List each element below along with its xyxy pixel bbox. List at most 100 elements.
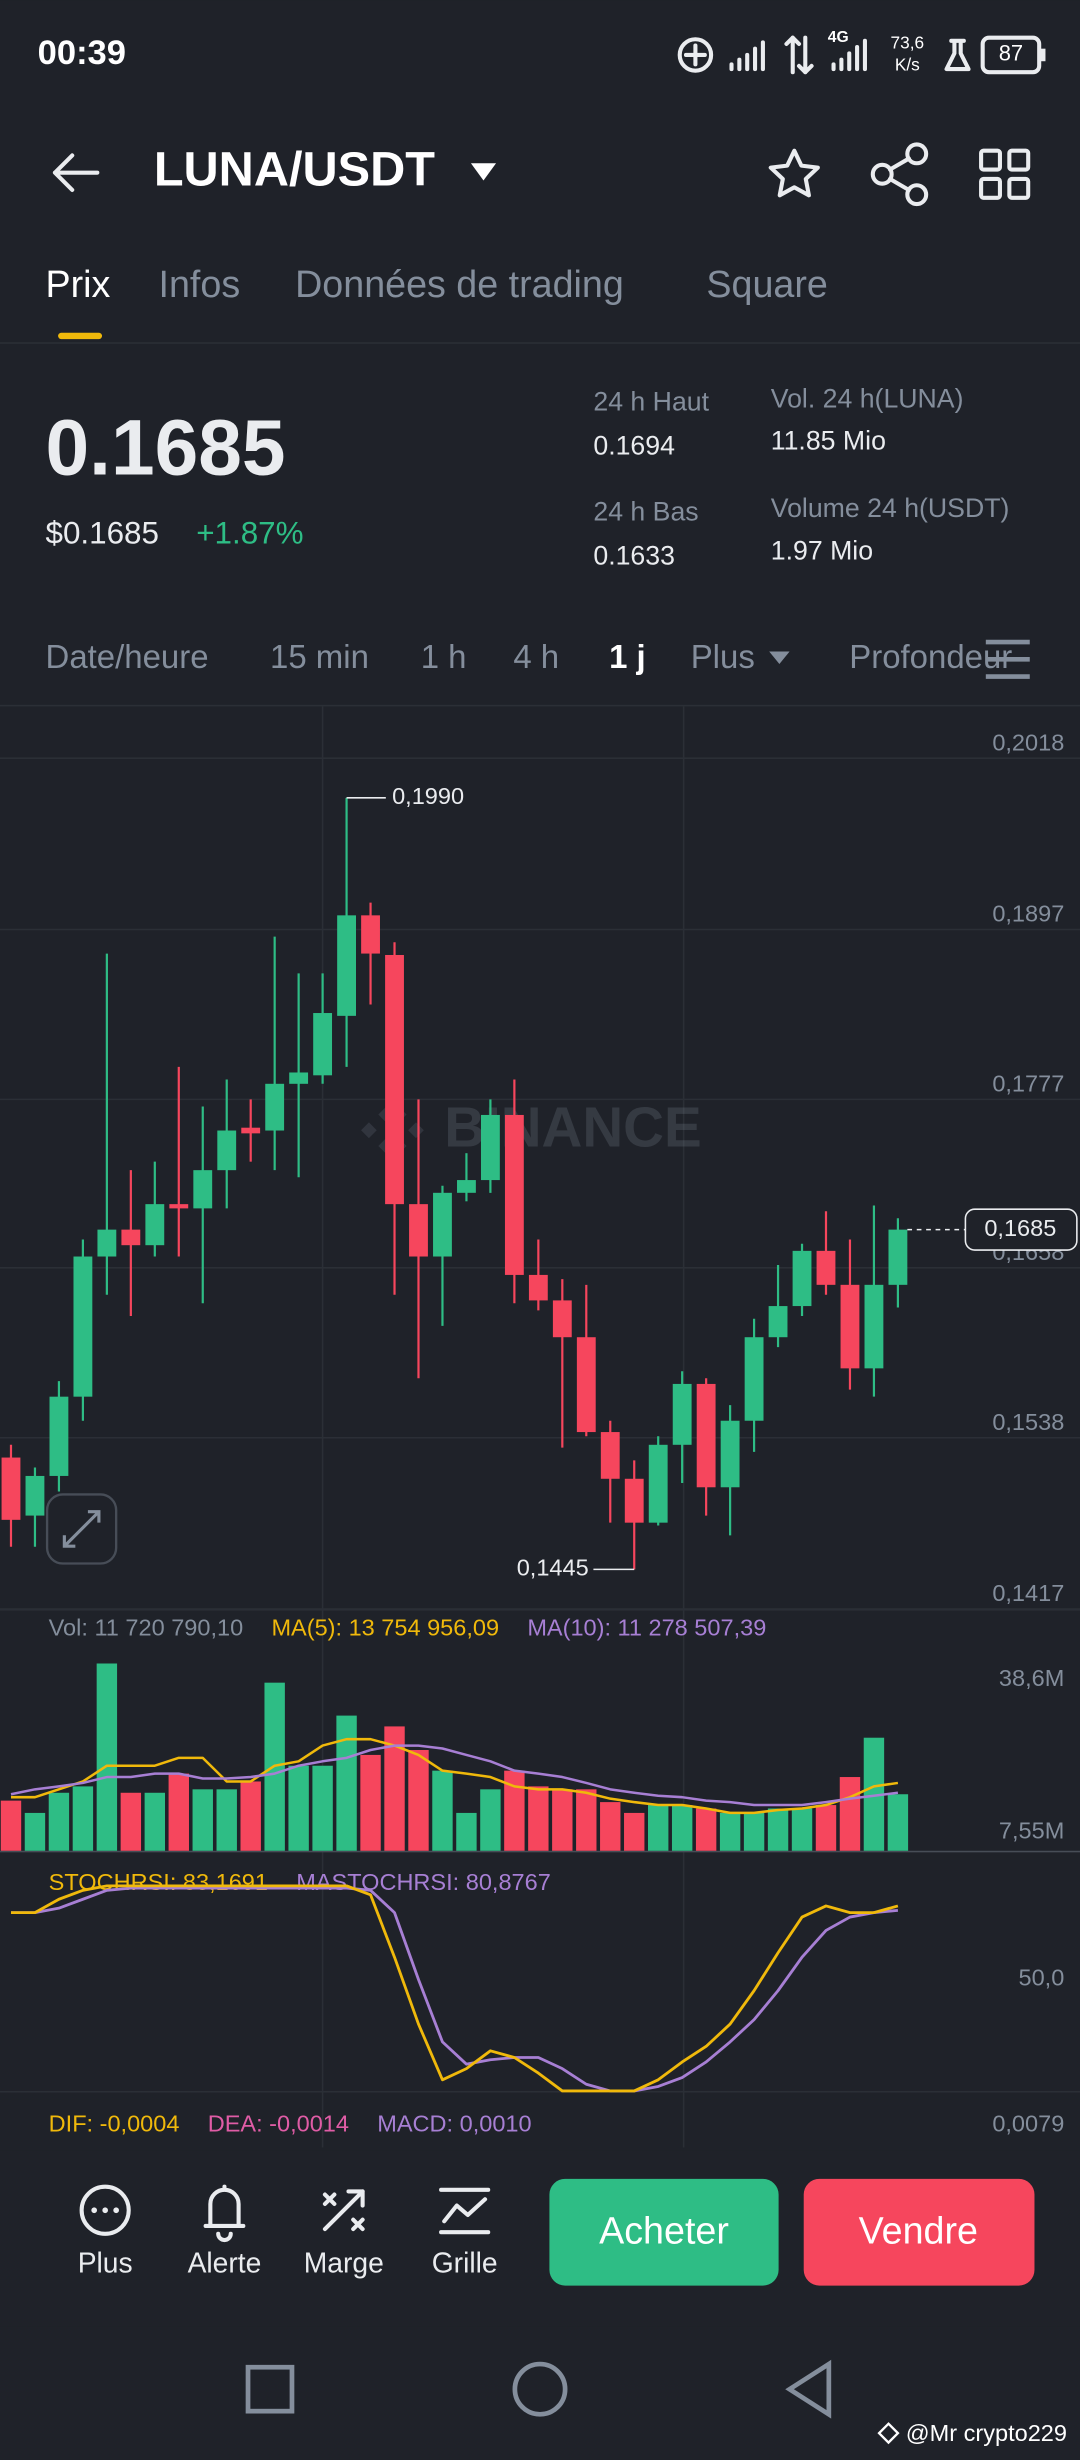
volume-bar <box>456 1812 477 1851</box>
volume-bar <box>719 1812 741 1851</box>
timeframe[interactable]: 15 min <box>270 638 369 675</box>
candle-body <box>696 1383 716 1488</box>
volume-bar <box>312 1765 333 1851</box>
margin-button[interactable] <box>322 2189 365 2232</box>
y-tick-label: 0,2018 <box>992 729 1064 755</box>
stat-value: 0.1633 <box>593 540 675 570</box>
candle-body <box>49 1396 69 1476</box>
alert-button[interactable] <box>203 2184 246 2243</box>
volume-bar <box>767 1808 789 1851</box>
share-button[interactable] <box>870 142 929 207</box>
charts: 0,20180,18970,17770,16580,15380,14170,19… <box>0 729 1080 2137</box>
volume-bar <box>432 1770 453 1851</box>
volume-bar <box>576 1789 597 1851</box>
action-label[interactable]: Alerte <box>188 2247 262 2279</box>
candle-body <box>97 1229 117 1257</box>
volume-bar <box>192 1789 213 1851</box>
candle-body <box>169 1204 189 1209</box>
indicator-settings[interactable] <box>985 639 1030 679</box>
candle-body <box>624 1478 644 1523</box>
buy-button[interactable] <box>549 2178 779 2286</box>
candle-body <box>816 1250 836 1285</box>
candle-body <box>241 1127 261 1134</box>
volume-bar <box>72 1786 94 1851</box>
low-label: 0,1445 <box>517 1555 589 1581</box>
volume-bar <box>791 1808 813 1851</box>
last-price-label: 0,1685 <box>984 1215 1056 1241</box>
last-price-tag <box>964 1208 1078 1251</box>
indicator-label: MA(5): 13 754 956,09 <box>271 1615 499 1641</box>
tab[interactable]: Square <box>706 263 827 305</box>
candle-body <box>864 1284 884 1369</box>
nav-back[interactable] <box>785 2359 832 2419</box>
action-label[interactable]: Plus <box>78 2247 133 2279</box>
candle-body <box>25 1475 45 1516</box>
indicator-line <box>10 1886 899 2093</box>
layout-button[interactable] <box>979 148 1031 200</box>
timeframe-active[interactable]: 1 j <box>609 638 646 675</box>
nav-home[interactable] <box>512 2361 568 2417</box>
timeframe[interactable]: 4 h <box>513 638 559 675</box>
action-label[interactable]: Marge <box>304 2247 384 2279</box>
depth-tab[interactable]: Profondeur <box>849 638 1012 675</box>
volume-bar <box>863 1737 885 1851</box>
candle-body <box>744 1337 764 1421</box>
volume-bar <box>96 1663 118 1851</box>
pair-title[interactable]: LUNA/USDT <box>154 143 435 197</box>
indicator-label: Vol: 11 720 790,10 <box>49 1615 244 1641</box>
y-tick-label: 0,1897 <box>992 901 1064 927</box>
stat-label: Volume 24 h(USDT) <box>771 493 1010 523</box>
tab-indicator <box>58 332 103 340</box>
candle-body <box>792 1250 812 1307</box>
network-type: 4G <box>828 29 849 46</box>
stat-value: 11.85 Mio <box>771 426 886 456</box>
candle-body <box>265 1083 285 1131</box>
candle-body <box>888 1229 908 1285</box>
tab[interactable]: Données de trading <box>295 263 624 305</box>
action-label[interactable]: Grille <box>432 2247 498 2279</box>
candle-body <box>552 1300 572 1338</box>
tab[interactable]: Prix <box>46 263 111 305</box>
volume-bar <box>552 1789 573 1851</box>
timeframe[interactable]: 1 h <box>421 638 467 675</box>
candle-body <box>217 1130 237 1171</box>
volume-bar <box>408 1750 429 1851</box>
candle-body <box>313 1013 333 1076</box>
sell-button[interactable] <box>803 2178 1035 2286</box>
candle-body <box>648 1444 668 1523</box>
volume-bar <box>671 1805 693 1851</box>
sell-label[interactable]: Vendre <box>859 2210 978 2252</box>
fullscreen-button[interactable] <box>45 1493 118 1565</box>
volume-bar <box>743 1812 765 1851</box>
back-button[interactable] <box>52 153 100 192</box>
volume-bar <box>695 1808 717 1851</box>
timeframe[interactable]: Date/heure <box>46 638 209 675</box>
volume-bar <box>528 1786 549 1851</box>
timeframe-more[interactable]: Plus <box>691 638 755 675</box>
favorite-button[interactable] <box>768 148 820 198</box>
nav-recent[interactable] <box>245 2364 295 2414</box>
volume-bar <box>887 1794 909 1851</box>
battery-level: 87 <box>999 41 1023 66</box>
y-tick-label: 0,1417 <box>992 1580 1064 1606</box>
indicator-line <box>10 1884 899 2093</box>
stat-label: Vol. 24 h(LUNA) <box>771 383 964 413</box>
volume-bar <box>815 1805 837 1851</box>
buy-label[interactable]: Acheter <box>599 2210 729 2252</box>
volume-bar <box>144 1792 166 1851</box>
tab[interactable]: Infos <box>159 263 241 305</box>
y-tick-label: 0,0079 <box>992 2111 1064 2137</box>
pair-dropdown[interactable] <box>470 163 497 181</box>
candle-body <box>145 1204 165 1246</box>
candle-body <box>768 1306 788 1338</box>
volume-bar <box>240 1781 261 1851</box>
candle-body <box>576 1337 596 1433</box>
grid-button[interactable] <box>439 2187 491 2235</box>
candle-body <box>385 954 404 1205</box>
indicator-label: MACD: 0,0010 <box>377 2111 531 2137</box>
more-button[interactable] <box>79 2184 131 2236</box>
status-icons <box>677 35 1046 75</box>
candle-body <box>337 915 356 1016</box>
volume-bar <box>647 1805 669 1851</box>
